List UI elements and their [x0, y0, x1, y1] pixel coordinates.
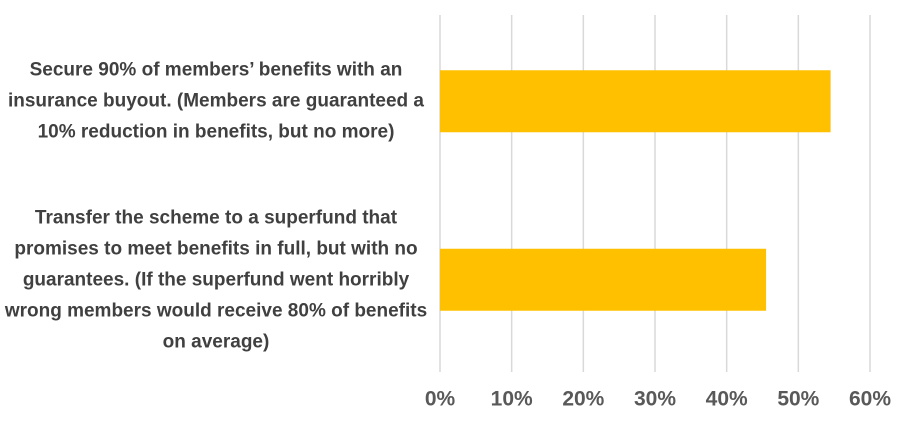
x-tick-label: 40% [706, 388, 748, 411]
x-tick-label: 10% [491, 388, 533, 411]
category-label: Secure 90% of members’ benefits with an … [7, 59, 424, 143]
bar [440, 248, 767, 311]
x-tick-label: 0% [425, 388, 456, 411]
x-tick-label: 60% [849, 388, 891, 411]
category-label: Transfer the scheme to a superfund that … [4, 207, 428, 353]
x-tick-label: 30% [634, 388, 676, 411]
x-tick-label: 20% [562, 388, 604, 411]
x-tick-label: 50% [777, 388, 819, 411]
bar [440, 70, 831, 133]
